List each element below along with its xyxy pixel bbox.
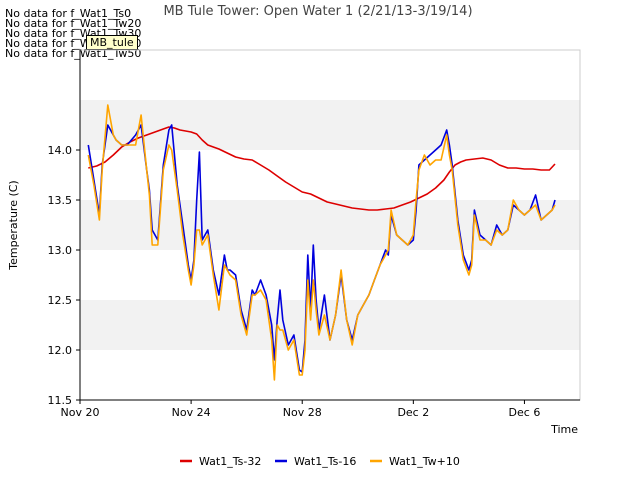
no-data-message: No data for f_Wat1_Tw20 [5,17,142,30]
y-tick-label: 12.5 [48,294,73,307]
x-axis-label: Time [550,423,578,436]
grid-band [80,300,580,350]
x-tick-label: Dec 6 [509,406,541,419]
x-tick-label: Nov 20 [61,406,100,419]
legend: Wat1_Ts-32 Wat1_Ts-16 Wat1_Tw+10 [180,455,460,468]
no-data-message: No data for f_Wat1_Tw30 [5,27,142,40]
series-line-Wat1_Tw+10 [87,104,556,381]
no-data-message: No data for f_Wat1_Ts0 [5,7,132,20]
y-tick-label: 12.0 [48,344,73,357]
grid-band [80,100,580,150]
y-tick-label: 11.5 [48,394,73,407]
y-tick-label: 13.0 [48,244,73,257]
grid-bands [80,100,580,350]
x-tick-label: Dec 2 [397,406,429,419]
legend-label: Wat1_Ts-16 [294,455,356,468]
no-data-message: No data for f_Wat1_Tw50 [5,47,142,60]
legend-label: Wat1_Tw+10 [389,455,460,468]
y-tick-label: 13.5 [48,194,73,207]
legend-label: Wat1_Ts-32 [199,455,261,468]
y-axis: 11.5 12.0 12.5 13.0 13.5 14.0 [48,50,81,407]
x-tick-label: Nov 28 [283,406,322,419]
y-tick-label: 14.0 [48,144,73,157]
x-axis: Nov 20 Nov 24 Nov 28 Dec 2 Dec 6 [61,399,580,419]
x-tick-label: Nov 24 [172,406,211,419]
series-lines [87,104,556,381]
no-data-message: No data for f_Wat1_Tw40 [5,37,142,50]
grid-band [80,200,580,250]
chart-title: MB Tule Tower: Open Water 1 (2/21/13-3/1… [163,4,472,19]
y-axis-label: Temperature (C) [7,180,20,270]
